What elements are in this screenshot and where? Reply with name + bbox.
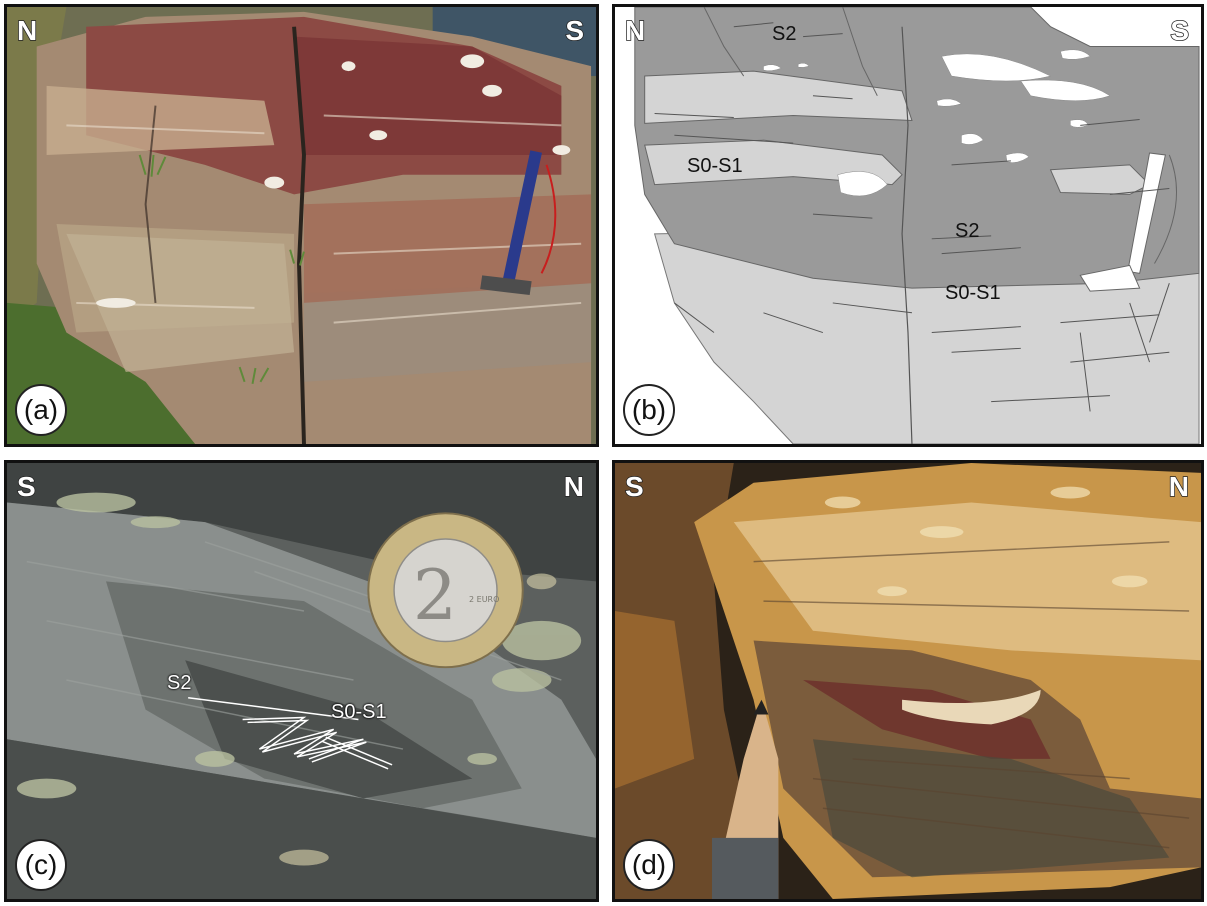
annotation-s2: S2 (167, 672, 192, 694)
annotation-s0s1-left: S0-S1 (687, 155, 743, 177)
panel-label-a: (a) (15, 384, 67, 436)
panel-b-sketch: N S S2 S0-S1 S2 S0-S1 (b) (612, 4, 1204, 447)
panel-a-photo: N S (a) (4, 4, 599, 447)
panel-label-d: (d) (623, 839, 675, 891)
annotation-s2-top: S2 (772, 23, 797, 45)
annotation-s0s1: S0-S1 (331, 701, 387, 723)
direction-south-label: S (565, 14, 585, 47)
panel-label-c: (c) (15, 839, 67, 891)
fold-photo-d (615, 463, 1201, 899)
outcrop-photo-a (7, 7, 596, 444)
schist-photo-c: 2 (7, 463, 596, 899)
outcrop-sketch-b (615, 7, 1201, 444)
annotation-s2-mid: S2 (955, 220, 980, 242)
direction-south-label: S (624, 470, 644, 503)
direction-north-label: N (563, 470, 585, 503)
coin-inscription: 2 EURO (469, 595, 500, 604)
direction-south-label: S (16, 470, 36, 503)
panel-c-photo: 2 S N S2 S0-S1 2 EURO (c) (4, 460, 599, 902)
direction-south-label: S (1170, 14, 1190, 47)
svg-text:2: 2 (413, 556, 457, 636)
direction-north-label: N (16, 14, 38, 47)
panel-d-photo: S N (d) (612, 460, 1204, 902)
direction-north-label: N (624, 14, 646, 47)
direction-north-label: N (1168, 470, 1190, 503)
annotation-s0s1-mid: S0-S1 (945, 282, 1001, 304)
panel-label-b: (b) (623, 384, 675, 436)
